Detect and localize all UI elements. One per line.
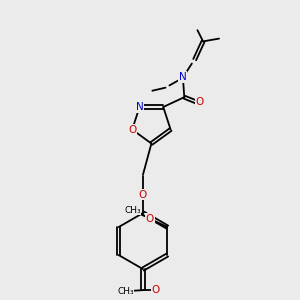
Text: O: O [139,190,147,200]
Text: O: O [128,124,136,135]
Text: N: N [136,102,143,112]
Text: CH₃: CH₃ [124,206,141,215]
Text: O: O [146,214,154,224]
Text: N: N [179,72,187,82]
Text: O: O [152,285,160,295]
Text: O: O [195,97,203,107]
Text: CH₃: CH₃ [117,287,134,296]
